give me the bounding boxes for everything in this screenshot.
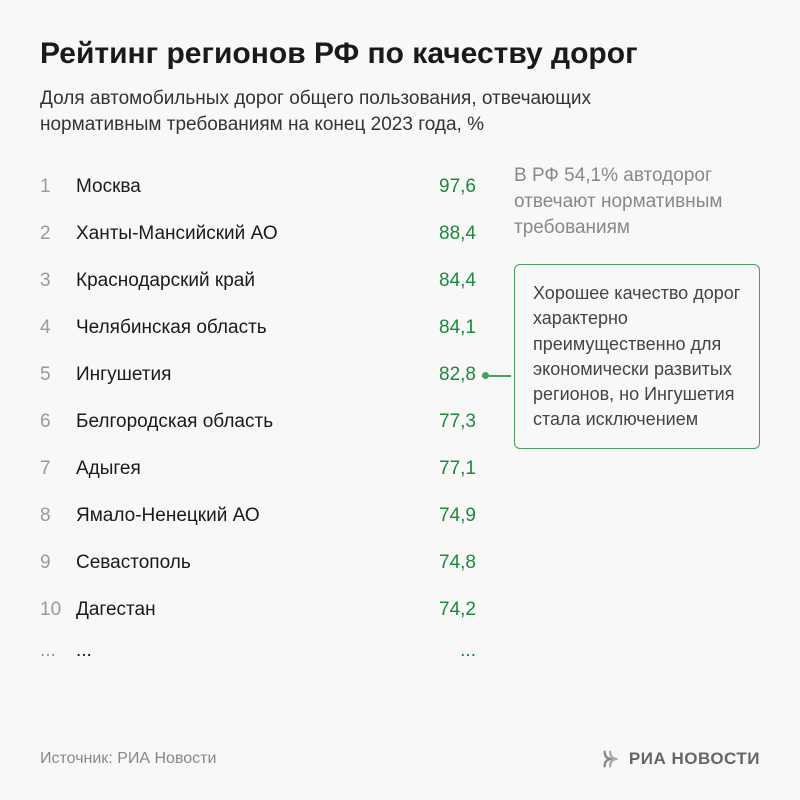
value-cell: 74,8 [416, 552, 480, 574]
region-cell: Челябинская область [76, 317, 416, 339]
rank-cell: 5 [40, 364, 76, 386]
rank-cell: 8 [40, 505, 76, 527]
value-cell: 84,4 [416, 270, 480, 292]
connector-dot-icon [482, 372, 489, 379]
region-cell: Дагестан [76, 599, 416, 621]
ellipsis-value: ... [416, 640, 480, 662]
region-cell: Севастополь [76, 552, 416, 574]
value-cell: 97,6 [416, 176, 480, 198]
ria-logo-icon [601, 748, 623, 770]
table-row: 5 Ингушетия 82,8 [40, 351, 480, 398]
table-row: 3 Краснодарский край 84,4 [40, 257, 480, 304]
value-cell: 77,1 [416, 458, 480, 480]
region-cell: Ямало-Ненецкий АО [76, 505, 416, 527]
footer: Источник: РИА Новости РИА НОВОСТИ [40, 748, 760, 770]
ria-logo: РИА НОВОСТИ [601, 748, 760, 770]
table-ellipsis-row: ... ... ... [40, 633, 480, 669]
ellipsis-rank: ... [40, 640, 76, 662]
side-area: В РФ 54,1% автодорог отвечают нормативны… [504, 163, 760, 669]
table-row: 10 Дагестан 74,2 [40, 586, 480, 633]
table-row: 9 Севастополь 74,8 [40, 539, 480, 586]
region-cell: Белгородская область [76, 411, 416, 433]
rank-cell: 6 [40, 411, 76, 433]
table-row: 2 Ханты-Мансийский АО 88,4 [40, 210, 480, 257]
value-cell: 82,8 [416, 364, 480, 386]
region-cell: Москва [76, 176, 416, 198]
ria-logo-text: РИА НОВОСТИ [629, 749, 760, 769]
region-cell: Краснодарский край [76, 270, 416, 292]
value-cell: 74,2 [416, 599, 480, 621]
table-row: 7 Адыгея 77,1 [40, 445, 480, 492]
value-cell: 77,3 [416, 411, 480, 433]
rank-cell: 3 [40, 270, 76, 292]
ellipsis-region: ... [76, 640, 416, 662]
rank-cell: 4 [40, 317, 76, 339]
table-row: 8 Ямало-Ненецкий АО 74,9 [40, 492, 480, 539]
table-row: 1 Москва 97,6 [40, 163, 480, 210]
value-cell: 74,9 [416, 505, 480, 527]
page-title: Рейтинг регионов РФ по качеству дорог [40, 36, 760, 72]
page-subtitle: Доля автомобильных дорог общего пользова… [40, 86, 690, 137]
region-cell: Адыгея [76, 458, 416, 480]
rank-cell: 7 [40, 458, 76, 480]
value-cell: 84,1 [416, 317, 480, 339]
region-cell: Ингушетия [76, 364, 416, 386]
rank-cell: 1 [40, 176, 76, 198]
content-area: 1 Москва 97,6 2 Ханты-Мансийский АО 88,4… [40, 163, 760, 669]
table-row: 4 Челябинская область 84,1 [40, 304, 480, 351]
value-cell: 88,4 [416, 223, 480, 245]
region-cell: Ханты-Мансийский АО [76, 223, 416, 245]
callout-box: Хорошее качество дорог характерно преиму… [514, 264, 760, 449]
rank-cell: 9 [40, 552, 76, 574]
source-label: Источник: РИА Новости [40, 750, 216, 768]
table-row: 6 Белгородская область 77,3 [40, 398, 480, 445]
stat-note: В РФ 54,1% автодорог отвечают нормативны… [504, 163, 760, 240]
rating-table: 1 Москва 97,6 2 Ханты-Мансийский АО 88,4… [40, 163, 480, 669]
rank-cell: 2 [40, 223, 76, 245]
rank-cell: 10 [40, 599, 76, 621]
